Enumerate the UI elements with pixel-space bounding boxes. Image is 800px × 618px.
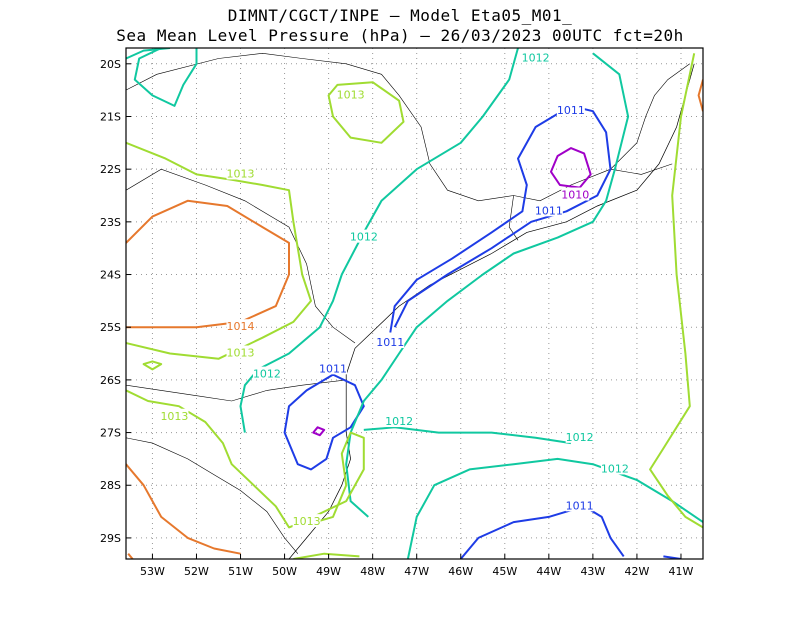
contour-label-1014: 1014 [227,320,255,333]
y-tick-label: 25S [100,321,121,334]
isobar-1013 [293,552,360,559]
y-tick-label: 21S [100,110,121,123]
isobar-1012 [363,426,572,445]
contour-label-1010: 1010 [561,189,589,202]
contour-label-bg [319,361,348,375]
contour-label-1012: 1012 [566,431,594,444]
y-tick-label: 29S [100,532,121,545]
contour-label-bg [565,498,594,512]
y-tick-label: 24S [100,269,121,282]
isobar-1011 [283,373,365,471]
y-tick-label: 27S [100,427,121,440]
isobar-1012 [345,52,630,518]
contour-label-bg [561,187,590,201]
state-border [126,437,299,554]
state-border [126,379,347,402]
contour-label-bg [600,461,629,475]
contour-label-1012: 1012 [385,415,413,428]
chart-title-line1: DIMNT/CGCT/INPE – Model Eta05_M01_ [227,6,573,25]
x-tick-label: 43W [580,565,605,578]
contour-label-bg [226,319,255,333]
contour-label-bg [376,335,405,349]
y-tick-label: 23S [100,216,121,229]
x-tick-label: 49W [316,565,341,578]
contour-label-1011: 1011 [557,104,585,117]
contour-layer [126,48,703,559]
contour-label-1013: 1013 [293,515,321,528]
contour-label-bg [336,87,365,101]
contour-label-layer: 1012 1013 1011 1013 1010 1011 1012 1014 1011 1013… [160,50,629,528]
contour-label-1013: 1013 [227,167,255,180]
contour-label-bg [565,429,594,443]
x-tick-label: 41W [669,565,694,578]
map-layer [126,52,695,559]
contour-label-bg [226,345,255,359]
chart-title-line2: Sea Mean Level Pressure (hPa) – 26/03/20… [116,26,684,45]
isobar-1011 [459,505,625,559]
contour-label-bg [349,229,378,243]
isobar-1010 [312,426,326,437]
isobar-1013 [142,360,163,371]
isobar-1011 [389,104,612,333]
x-tick-label: 51W [228,565,253,578]
grid-layer [126,48,703,559]
x-tick-label: 44W [536,565,561,578]
contour-label-bg [534,203,563,217]
x-tick-label: 47W [404,565,429,578]
isobar-1014 [126,463,241,555]
tick-layer: 53W 52W 51W 50W 49W 48W 47W 46W 45W 44W 43W 42W 41W 2… [100,58,694,578]
contour-label-1013: 1013 [337,88,365,101]
x-tick-label: 48W [360,565,385,578]
isobar-1013 [126,141,312,360]
state-border [508,195,519,241]
x-tick-label: 42W [624,565,649,578]
isobar-1013 [649,53,703,529]
state-border [610,163,673,175]
contour-label-1013: 1013 [160,410,188,423]
contour-label-1011: 1011 [376,336,404,349]
contour-label-1011: 1011 [566,499,594,512]
isobar-1014 [126,199,290,329]
y-tick-label: 22S [100,163,121,176]
state-border [654,63,690,96]
contour-label-bg [226,166,255,180]
contour-label-bg [556,103,585,117]
contour-label-1012: 1012 [601,462,629,475]
state-border [126,52,400,96]
isobar-1012 [239,48,519,433]
isobar-1014 [697,79,703,112]
contour-label-1012: 1012 [522,52,550,65]
isobar-1012 [406,457,703,559]
contour-label-bg [160,408,189,422]
contour-label-1013: 1013 [227,347,255,360]
x-tick-label: 50W [272,565,297,578]
x-tick-label: 45W [492,565,517,578]
contour-label-bg [521,50,550,64]
x-tick-label: 46W [448,565,473,578]
state-border [398,95,655,202]
contour-label-1011: 1011 [319,362,347,375]
isobar-1010 [550,147,592,189]
y-tick-label: 28S [100,479,121,492]
y-tick-label: 26S [100,374,121,387]
x-tick-label: 53W [140,565,165,578]
contour-label-1012: 1012 [350,231,378,244]
contour-label-1011: 1011 [535,204,563,217]
contour-label-bg [292,514,321,528]
contour-label-1012: 1012 [253,368,281,381]
isobar-1013 [327,81,405,144]
isobar-1012 [133,48,198,107]
contour-label-bg [252,366,281,380]
isobar-1014 [127,553,134,559]
contour-label-bg [385,414,414,428]
x-tick-label: 52W [184,565,209,578]
y-tick-label: 20S [100,58,121,71]
state-border [126,168,356,344]
plot-frame [125,47,704,560]
